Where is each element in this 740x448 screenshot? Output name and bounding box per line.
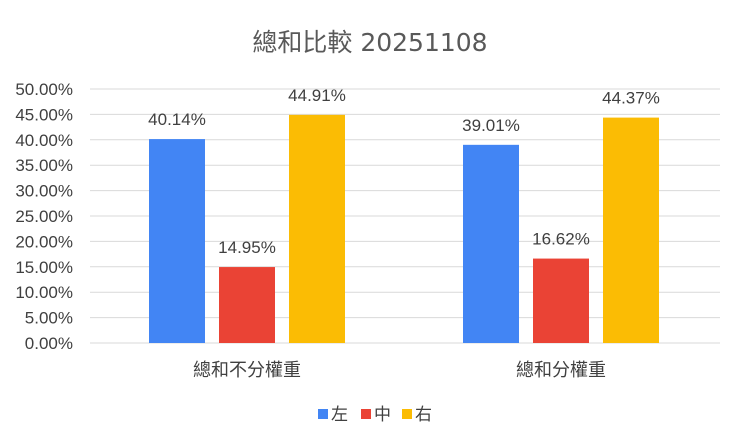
x-axis-categories: 總和不分權重 總和分權重 — [193, 360, 606, 381]
data-labels: 40.14% 39.01% 14.95% 16.62% 44.91% 44.37% — [148, 86, 660, 257]
chart-title: 總和比較 20251108 — [252, 28, 487, 57]
legend-swatch — [361, 409, 371, 419]
legend: 左中右 — [318, 405, 432, 425]
y-tick-label: 5.00% — [25, 309, 73, 328]
y-tick-label: 40.00% — [15, 131, 73, 150]
y-tick-label: 35.00% — [15, 156, 73, 175]
data-label: 39.01% — [462, 116, 520, 135]
y-tick-label: 10.00% — [15, 283, 73, 302]
y-tick-label: 0.00% — [25, 334, 73, 353]
y-axis-ticks: 0.00% 5.00% 10.00% 15.00% 20.00% 25.00% 30.00%… — [15, 80, 73, 353]
y-tick-label: 15.00% — [15, 258, 73, 277]
y-tick-label: 45.00% — [15, 105, 73, 124]
legend-label: 中 — [374, 405, 391, 425]
data-label: 40.14% — [148, 110, 206, 129]
legend-label: 左 — [331, 405, 348, 425]
data-label: 44.37% — [602, 89, 660, 108]
bar-左 — [149, 139, 205, 343]
y-tick-label: 30.00% — [15, 182, 73, 201]
y-tick-label: 20.00% — [15, 232, 73, 251]
data-label: 14.95% — [218, 238, 276, 257]
bar-中 — [533, 258, 589, 343]
x-category-label: 總和不分權重 — [193, 360, 301, 381]
legend-label: 右 — [415, 405, 432, 425]
x-category-label: 總和分權重 — [516, 360, 606, 381]
bar-中 — [219, 267, 275, 343]
bar-右 — [603, 117, 659, 343]
data-label: 44.91% — [288, 86, 346, 105]
bar-右 — [289, 114, 345, 343]
y-tick-label: 25.00% — [15, 207, 73, 226]
legend-swatch — [402, 409, 412, 419]
bar-左 — [463, 144, 519, 343]
data-label: 16.62% — [532, 230, 590, 249]
legend-swatch — [318, 409, 328, 419]
bars — [149, 114, 659, 343]
y-tick-label: 50.00% — [15, 80, 73, 99]
